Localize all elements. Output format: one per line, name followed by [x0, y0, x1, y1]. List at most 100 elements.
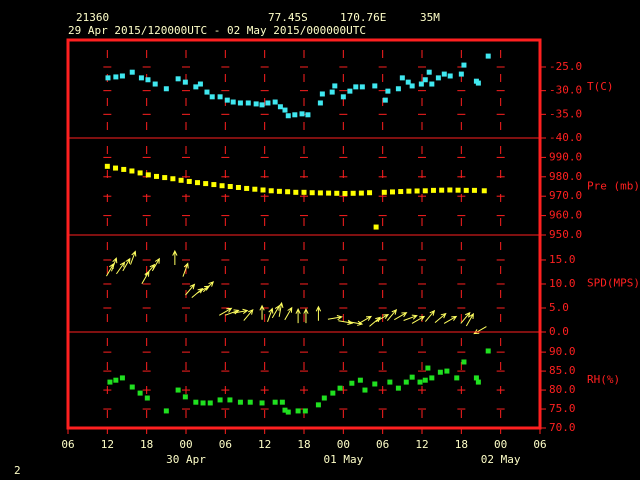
data-point [439, 187, 445, 193]
wind-arrow [434, 312, 447, 323]
wind-arrow [267, 307, 274, 322]
data-point [162, 175, 168, 181]
data-point [430, 187, 436, 193]
data-point [285, 409, 291, 415]
data-point [105, 75, 111, 81]
data-point [129, 168, 135, 174]
data-point [417, 379, 423, 385]
data-point [426, 69, 432, 75]
data-point [321, 395, 327, 401]
wind-arrow [348, 320, 364, 326]
data-point [359, 84, 365, 90]
data-point [458, 71, 464, 77]
y-tick-label: -40.0 [549, 131, 582, 144]
data-point [217, 94, 223, 100]
data-point [193, 399, 199, 405]
data-point [237, 100, 243, 106]
data-point [292, 112, 298, 118]
data-point [175, 76, 181, 82]
data-point [276, 188, 282, 194]
y-tick-label: -25.0 [549, 60, 582, 73]
data-point [485, 53, 491, 59]
wind-arrow [460, 311, 471, 324]
data-point [137, 170, 143, 176]
data-point [429, 81, 435, 87]
data-point [113, 377, 119, 383]
x-tick-label: 06 [219, 438, 232, 451]
y-tick-label: 15.0 [549, 253, 576, 266]
data-point [403, 379, 409, 385]
date-label: 01 May [323, 453, 363, 466]
data-point [129, 384, 135, 390]
data-point [418, 81, 424, 87]
data-point [461, 359, 467, 365]
data-point [422, 188, 428, 194]
data-point [217, 397, 223, 403]
y-tick-label: -35.0 [549, 107, 582, 120]
data-point [293, 189, 299, 195]
y-tick-label: 10.0 [549, 277, 576, 290]
period: 29 Apr 2015/120000UTC - 02 May 2015/0000… [68, 24, 366, 37]
data-point [330, 390, 336, 396]
data-point [186, 178, 192, 184]
data-point [332, 83, 338, 89]
data-point [422, 377, 428, 383]
wind-arrow [465, 312, 474, 327]
data-point [372, 381, 378, 387]
data-point [299, 111, 305, 117]
data-point [235, 184, 241, 190]
y-axis-label: RH(%) [587, 373, 620, 386]
data-point [319, 91, 325, 97]
date-label: 02 May [481, 453, 521, 466]
x-tick-label: 12 [415, 438, 428, 451]
data-point [347, 88, 353, 94]
y-tick-label: 75.0 [549, 402, 576, 415]
data-point [204, 89, 210, 95]
wind-arrow [303, 308, 309, 324]
data-point [237, 399, 243, 405]
data-point [272, 99, 278, 105]
data-point [193, 84, 199, 90]
wind-arrow [386, 308, 398, 321]
data-point [194, 180, 200, 186]
wind-arrow [327, 315, 343, 321]
data-point [107, 379, 113, 385]
data-point [302, 408, 308, 414]
data-point [435, 75, 441, 81]
data-point [441, 71, 447, 77]
data-point [414, 188, 420, 194]
data-point [265, 100, 271, 106]
wind-arrow [394, 312, 408, 321]
data-point [353, 84, 359, 90]
station-id: 21360 [76, 11, 109, 24]
data-point [230, 99, 236, 105]
data-point [259, 102, 265, 108]
wind-arrow [202, 281, 215, 293]
wind-arrow [473, 326, 487, 335]
y-tick-label: 970.0 [549, 189, 582, 202]
wind-arrow [403, 314, 418, 321]
data-point [178, 177, 184, 183]
y-axis-label: SPD(MPS) [587, 277, 640, 290]
data-point [447, 73, 453, 79]
data-point [326, 190, 332, 196]
x-tick-label: 06 [376, 438, 389, 451]
data-point [481, 188, 487, 194]
data-point [144, 395, 150, 401]
data-point [398, 189, 404, 195]
x-tick-label: 12 [101, 438, 114, 451]
x-tick-label: 00 [337, 438, 350, 451]
data-point [473, 375, 479, 381]
y-axis-label: Pre (mb) [587, 180, 640, 193]
data-point [437, 369, 443, 375]
data-point [152, 81, 158, 87]
x-tick-label: 00 [179, 438, 192, 451]
data-point [471, 187, 477, 193]
data-point [129, 69, 135, 75]
data-point [145, 77, 151, 83]
data-point [315, 402, 321, 408]
wind-arrow [424, 309, 436, 322]
y-tick-label: 5.0 [549, 301, 569, 314]
y-tick-label: 950.0 [549, 228, 582, 241]
wind-arrow [151, 257, 160, 272]
